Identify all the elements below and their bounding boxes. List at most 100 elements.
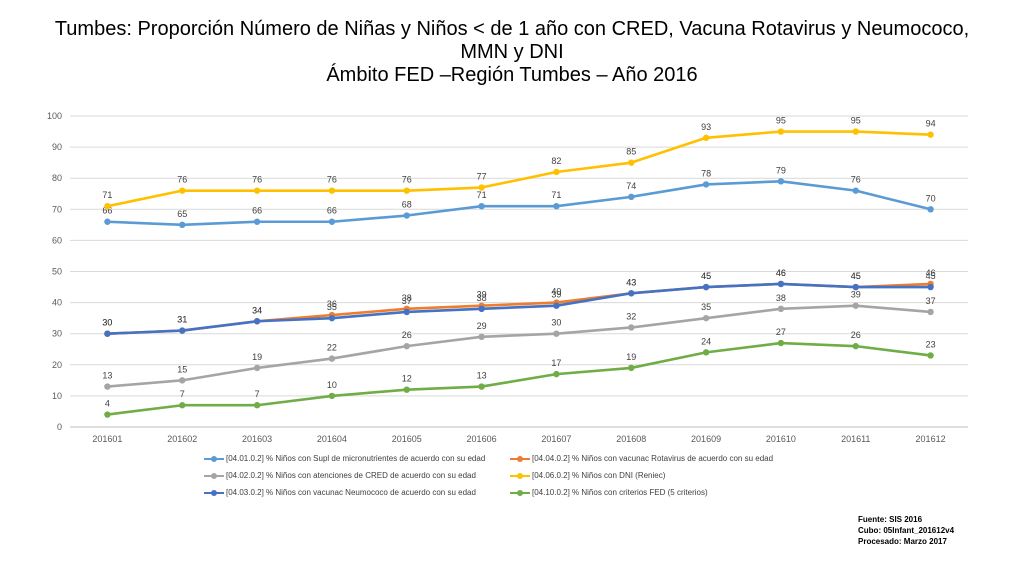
x-tick-label-201606: 201606 bbox=[467, 434, 497, 444]
series-6-data-label-201601: 4 bbox=[105, 399, 110, 409]
series-5-point-201605 bbox=[403, 308, 410, 316]
series-2-data-label-201604: 36 bbox=[327, 299, 337, 309]
series-3-point-201606 bbox=[478, 333, 485, 341]
legend-label-1: [04.01.0.2] % Niños con Supl de micronut… bbox=[226, 454, 486, 463]
series-2-data-label-201610: 46 bbox=[776, 268, 786, 278]
series-3-point-201609 bbox=[702, 314, 710, 322]
chart-title: Tumbes: Proporción Número de Niñas y Niñ… bbox=[0, 18, 1024, 87]
series-3-data-label-201606: 29 bbox=[477, 321, 487, 331]
series-1-data-label-201605: 68 bbox=[402, 200, 412, 210]
series-6-point-201605 bbox=[403, 386, 410, 393]
series-5-data-label-201605: 37 bbox=[402, 296, 412, 306]
y-tick-label-100: 100 bbox=[47, 111, 62, 121]
series-5-data-label-201608: 43 bbox=[626, 277, 636, 287]
x-tick-label-201604: 201604 bbox=[317, 434, 347, 444]
series-4-point-201607 bbox=[553, 168, 560, 176]
series-5-data-label-201602: 31 bbox=[177, 315, 187, 325]
source-line-1: Fuente: SIS 2016 bbox=[858, 515, 923, 524]
series-6-data-label-201607: 17 bbox=[551, 358, 561, 368]
legend-swatch-5 bbox=[204, 489, 224, 497]
legend-label-4: [04.06.0.2] % Niños con DNI (Reniec) bbox=[532, 471, 666, 480]
series-6-data-label-201612: 23 bbox=[926, 339, 936, 349]
series-5-point-201602 bbox=[179, 327, 186, 334]
series-3-point-201601 bbox=[104, 383, 111, 390]
series-6-point-201604 bbox=[328, 392, 336, 400]
series-5-point-201604 bbox=[328, 314, 336, 322]
series-6-point-201612 bbox=[927, 352, 934, 359]
y-tick-label-90: 90 bbox=[52, 142, 62, 152]
series-3-data-label-201603: 19 bbox=[252, 352, 262, 362]
legend-label-3: [04.02.0.2] % Niños con atenciones de CR… bbox=[226, 471, 476, 480]
series-6-data-label-201602: 7 bbox=[180, 389, 185, 399]
y-tick-label-20: 20 bbox=[52, 360, 62, 370]
series-5-point-201608 bbox=[628, 290, 635, 297]
y-tick-label-10: 10 bbox=[52, 391, 62, 401]
y-tick-label-0: 0 bbox=[57, 422, 62, 432]
series-2-data-label-201601: 30 bbox=[102, 318, 112, 328]
y-tick-label-50: 50 bbox=[52, 267, 62, 277]
series-3-data-label-201601: 13 bbox=[102, 371, 112, 381]
series-3-point-201603 bbox=[253, 364, 261, 372]
series-4-point-201604 bbox=[328, 187, 336, 194]
series-5-point-201601 bbox=[104, 330, 111, 337]
series-6-data-label-201608: 19 bbox=[626, 352, 636, 362]
x-tick-label-201608: 201608 bbox=[616, 434, 646, 444]
chart-title-line-3: Ámbito FED –Región Tumbes – Año 2016 bbox=[326, 64, 698, 86]
series-3-point-201612 bbox=[927, 308, 934, 316]
series-6-point-201611 bbox=[852, 342, 859, 350]
x-tick-label-201611: 201611 bbox=[841, 434, 870, 444]
series-4-data-label-201605: 76 bbox=[402, 175, 412, 185]
series-6-data-label-201606: 13 bbox=[477, 371, 487, 381]
series-4-point-201603 bbox=[253, 187, 261, 194]
series-1-data-label-201612: 70 bbox=[926, 193, 936, 203]
series-1-data-label-201610: 79 bbox=[776, 165, 786, 175]
source-note: Fuente: SIS 2016 Cubo: 05Infant_201612v4… bbox=[858, 514, 954, 547]
series-5-point-201611 bbox=[852, 283, 859, 291]
series-2-data-label-201608: 43 bbox=[626, 277, 636, 287]
series-4-data-label-201611: 95 bbox=[851, 116, 861, 126]
series-1-data-label-201602: 65 bbox=[177, 209, 187, 219]
series-5-point-201606 bbox=[478, 305, 485, 313]
series-5-data-label-201607: 39 bbox=[551, 290, 561, 300]
legend-swatch-4 bbox=[510, 472, 530, 480]
series-3-data-label-201611: 39 bbox=[851, 290, 861, 300]
y-tick-label-30: 30 bbox=[52, 329, 62, 339]
series-3-point-201607 bbox=[553, 330, 560, 337]
series-5-line bbox=[106, 282, 932, 336]
series-3-point-201611 bbox=[852, 302, 859, 309]
series-2-data-label-201607: 40 bbox=[551, 287, 561, 297]
series-4-point-201612 bbox=[927, 131, 934, 138]
series-4-point-201605 bbox=[403, 187, 410, 194]
series-1-point-201607 bbox=[553, 202, 560, 210]
series-4-point-201609 bbox=[702, 134, 710, 141]
series-1-point-201604 bbox=[328, 218, 336, 225]
series-1-data-label-201603: 66 bbox=[252, 206, 262, 216]
series-5-data-label-201606: 38 bbox=[477, 293, 487, 303]
legend-swatch-1 bbox=[204, 455, 224, 463]
series-6-data-label-201609: 24 bbox=[701, 336, 711, 346]
series-1-point-201609 bbox=[702, 181, 710, 188]
series-4-data-label-201608: 85 bbox=[626, 147, 636, 157]
x-tick-label-201609: 201609 bbox=[691, 434, 721, 444]
series-3-point-201608 bbox=[628, 324, 635, 331]
x-tick-label-201605: 201605 bbox=[392, 434, 422, 444]
chart-title-line-1: Tumbes: Proporción Número de Niñas y Niñ… bbox=[54, 18, 970, 40]
series-6-point-201607 bbox=[553, 370, 560, 378]
series-6-point-201609 bbox=[702, 349, 710, 356]
series-1-point-201603 bbox=[253, 218, 261, 225]
series-1-data-label-201604: 66 bbox=[327, 206, 337, 216]
series-6-point-201608 bbox=[628, 364, 635, 372]
series-5-data-label-201609: 45 bbox=[701, 271, 711, 281]
series-5-data-label-201604: 35 bbox=[327, 302, 337, 312]
x-tick-label-201601: 201601 bbox=[92, 434, 122, 444]
x-tick-label-201610: 201610 bbox=[766, 434, 796, 444]
series-6-point-201601 bbox=[104, 411, 111, 418]
series-3-data-label-201608: 32 bbox=[626, 311, 636, 321]
series-4-line bbox=[106, 130, 932, 208]
series-5-point-201610 bbox=[777, 280, 785, 288]
series-4-data-label-201602: 76 bbox=[177, 175, 187, 185]
series-4-data-label-201607: 82 bbox=[551, 156, 561, 166]
legend-item-4: [04.06.0.2] % Niños con DNI (Reniec) bbox=[510, 471, 665, 480]
series-5-data-label-201603: 34 bbox=[252, 305, 262, 315]
